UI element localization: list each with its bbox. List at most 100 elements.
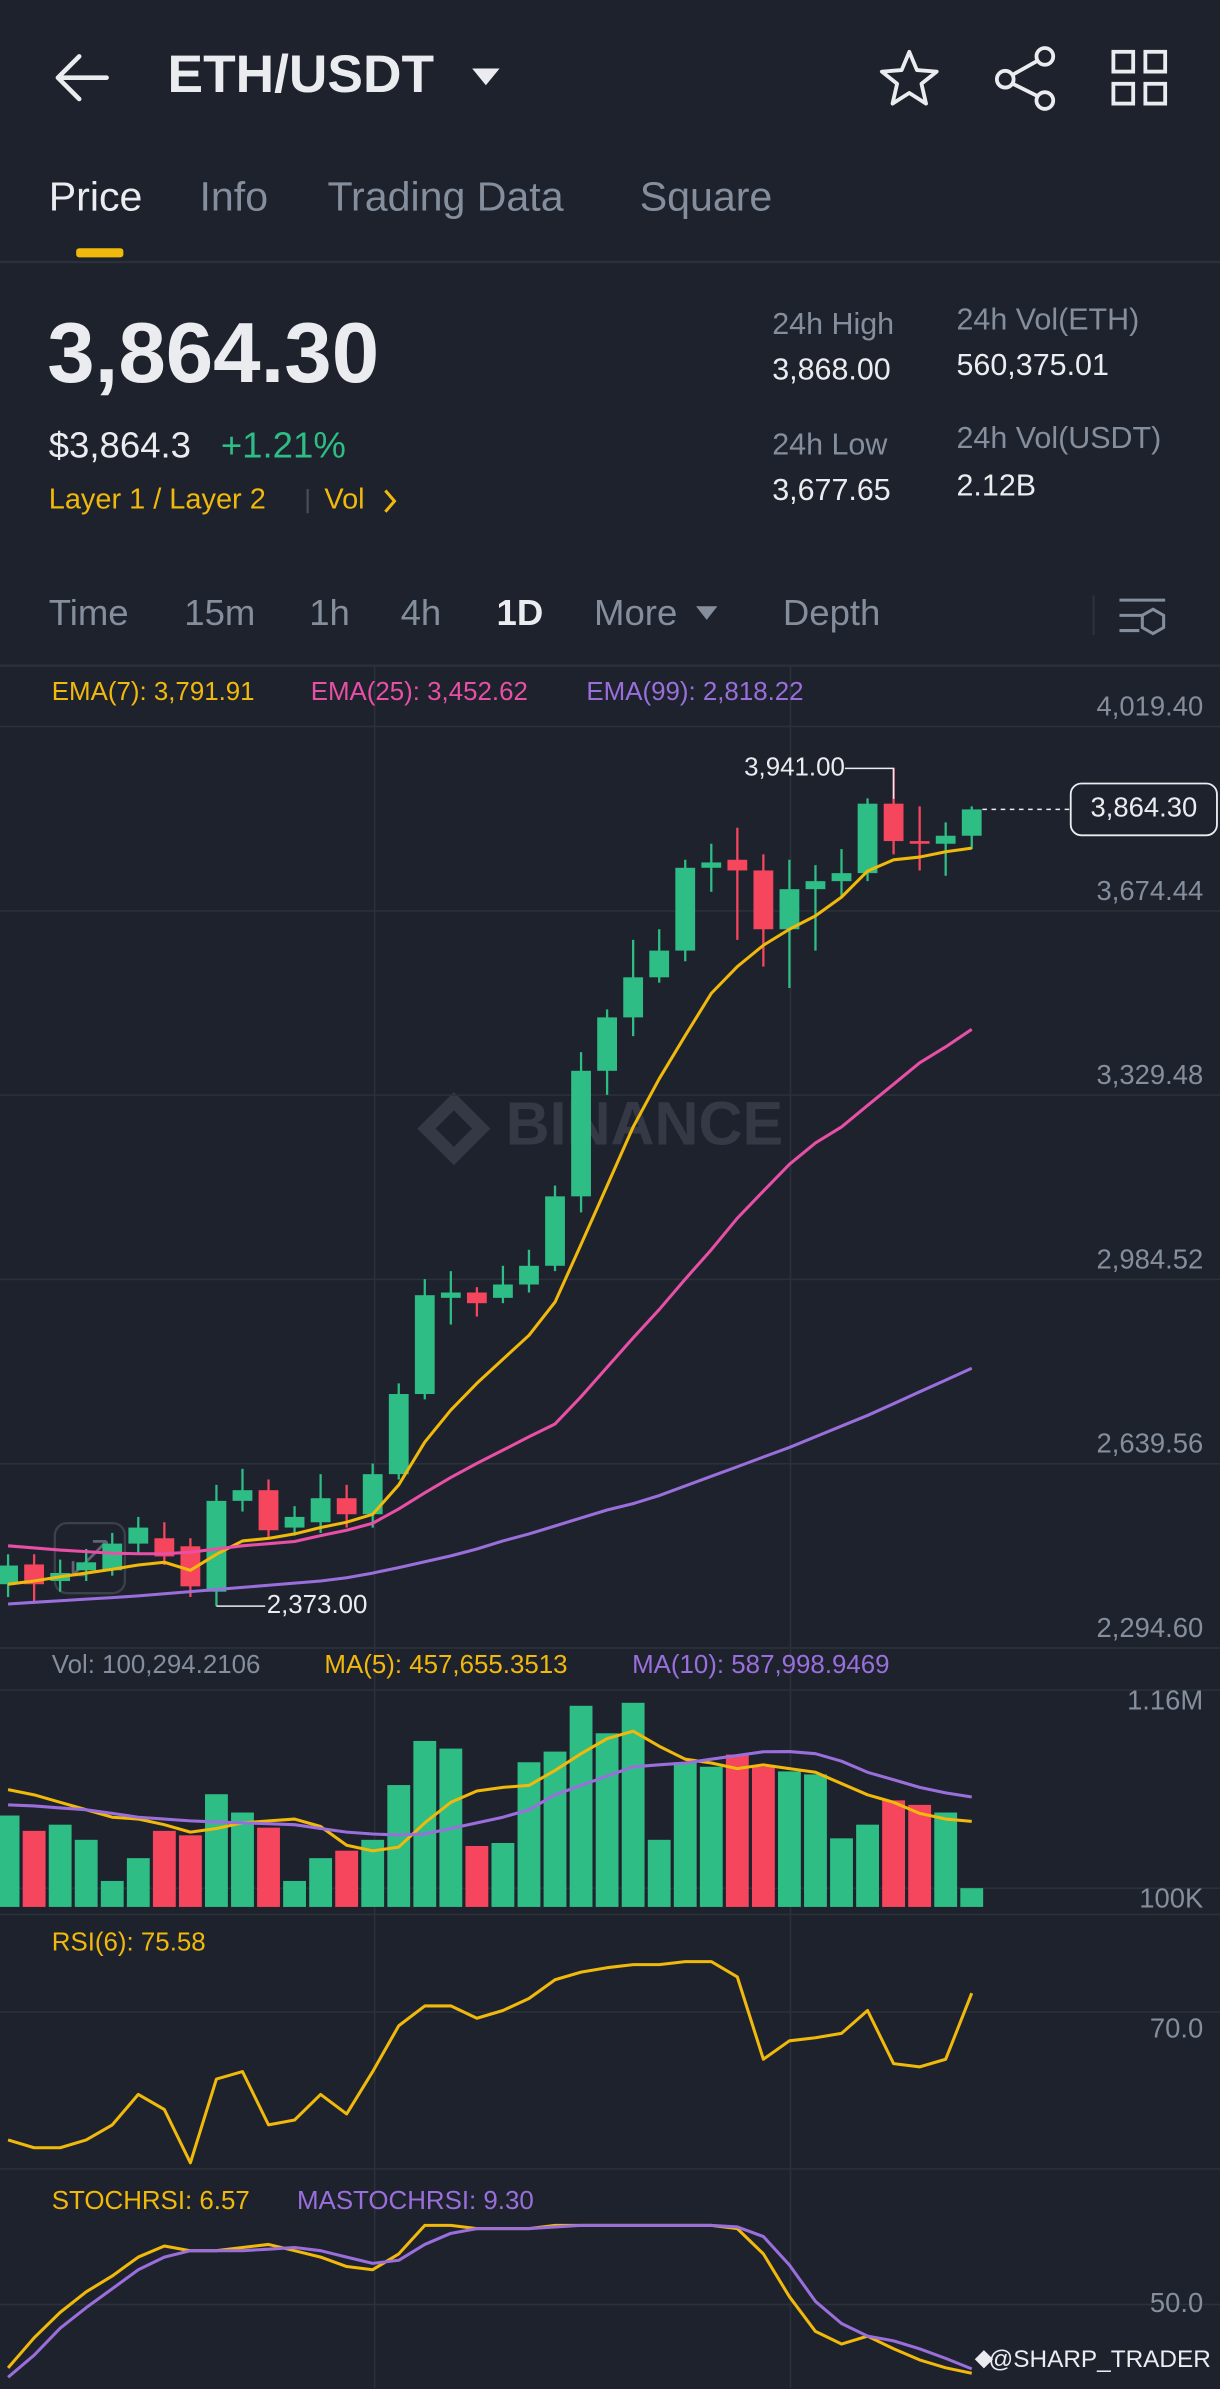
last-price: 3,864.30 — [47, 306, 379, 401]
candle-body — [154, 1538, 175, 1557]
legend-entry: EMA(99): 2,818.22 — [586, 678, 803, 706]
interval[interactable]: More — [594, 592, 677, 633]
stat-value: 560,375.01 — [957, 348, 1109, 382]
candle-body — [180, 1546, 201, 1587]
stat-value: 3,868.00 — [772, 353, 891, 387]
y-tick-label: 2,294.60 — [1097, 1612, 1204, 1643]
back-button[interactable] — [55, 54, 109, 102]
favorite-icon[interactable] — [879, 49, 939, 106]
more-caret[interactable] — [696, 606, 718, 620]
y-tick-label: 50.0 — [1150, 2287, 1203, 2318]
y-tick-label: 2,639.56 — [1097, 1428, 1204, 1459]
legend-entry: RSI(6): 75.58 — [52, 1928, 206, 1956]
usd-price: $3,864.3 — [49, 424, 191, 465]
stat-label: 24h Vol(USDT) — [957, 421, 1162, 455]
volume-bar — [647, 1839, 671, 1907]
candle-body — [909, 841, 930, 844]
volume-bar — [152, 1830, 176, 1907]
sector-tag[interactable]: Layer 1 / Layer 2 — [49, 484, 266, 516]
candle-body — [649, 950, 670, 978]
candle-body — [701, 862, 722, 868]
candle-body — [805, 881, 826, 890]
candle-body — [102, 1543, 123, 1571]
settings-hex — [1140, 607, 1166, 636]
max-leader — [844, 767, 895, 799]
indicator-line — [7, 1028, 973, 1556]
pair-title[interactable]: ETH/USDT — [168, 45, 435, 104]
indicator-line — [7, 1729, 972, 1853]
credit: @SHARP_TRADER — [974, 2346, 1211, 2373]
legend-entry: STOCHRSI: 6.57 — [52, 2187, 250, 2215]
menu-icon[interactable] — [1111, 49, 1168, 106]
candle-body — [336, 1498, 357, 1515]
tab[interactable]: Trading Data — [327, 173, 563, 219]
candle-body — [623, 977, 644, 1018]
interval[interactable]: Depth — [783, 592, 881, 633]
volume-bar — [777, 1771, 801, 1907]
candle-body — [597, 1017, 618, 1071]
volume-bar — [257, 1827, 280, 1907]
y-tick-label: 70.0 — [1150, 2013, 1203, 2044]
volume-bar — [22, 1830, 46, 1907]
legend-entry: EMA(7): 3,791.91 — [52, 678, 255, 706]
last-price-box — [1069, 782, 1218, 837]
menu-square — [1143, 81, 1168, 106]
stat-value: 2.12B — [957, 468, 1037, 502]
candle-body — [571, 1070, 591, 1197]
interval[interactable]: 4h — [401, 592, 442, 633]
volume-bar — [856, 1824, 879, 1907]
expand-button[interactable] — [53, 1521, 127, 1595]
volume-bar — [491, 1842, 515, 1907]
candle-body — [414, 1295, 435, 1395]
credit-logo — [974, 2350, 994, 2369]
interval[interactable]: Time — [49, 592, 129, 633]
menu-square — [1111, 49, 1136, 74]
volume-bar — [74, 1839, 98, 1907]
tab-active[interactable]: Price — [49, 173, 143, 219]
candle-body — [310, 1498, 331, 1523]
indicator-line — [7, 846, 972, 1586]
legend-entry: MA(5): 457,655.3513 — [324, 1651, 567, 1679]
candle-body — [440, 1292, 461, 1298]
volume-bar — [725, 1754, 749, 1907]
candle-body — [388, 1394, 409, 1475]
legend-entry: MASTOCHRSI: 9.30 — [297, 2187, 534, 2215]
volume-bar — [517, 1762, 541, 1907]
tab-indicator — [76, 248, 124, 258]
volume-bar — [621, 1702, 645, 1907]
interval[interactable]: 15m — [184, 592, 255, 633]
y-tick-label: 2,984.52 — [1097, 1243, 1204, 1274]
price-change: +1.21% — [221, 424, 346, 465]
candle-body — [675, 867, 696, 951]
tab[interactable]: Square — [640, 173, 773, 219]
vol-chevron[interactable] — [384, 489, 397, 513]
candle-body — [466, 1292, 487, 1304]
interval-active[interactable]: 1D — [497, 592, 544, 633]
chart-settings-icon[interactable] — [1119, 598, 1166, 636]
candle-body — [128, 1527, 149, 1544]
candle-body — [545, 1196, 565, 1266]
indicator-line — [7, 1960, 974, 2165]
volume-bar — [100, 1880, 124, 1907]
max-label: 3,941.00 — [744, 753, 845, 781]
stat-label: 24h Vol(ETH) — [957, 302, 1140, 336]
min-label: 2,373.00 — [267, 1591, 368, 1619]
y-tick-label: 3,329.48 — [1097, 1059, 1204, 1090]
volume-bar — [205, 1794, 228, 1907]
share-lines — [1011, 59, 1039, 98]
legend-entry: EMA(25): 3,452.62 — [311, 678, 528, 706]
tab[interactable]: Info — [200, 173, 269, 219]
volume-bar — [178, 1835, 202, 1907]
vol-link[interactable]: Vol — [324, 484, 364, 516]
menu-square — [1111, 81, 1136, 106]
share-icon[interactable] — [994, 46, 1056, 111]
volume-bar — [48, 1824, 72, 1907]
interval[interactable]: 1h — [309, 592, 350, 633]
candle-body — [727, 859, 748, 871]
pair-caret[interactable] — [472, 68, 500, 86]
volume-bar — [283, 1880, 306, 1907]
candle-body — [258, 1490, 279, 1531]
candle-body — [232, 1490, 253, 1501]
volume-bar — [751, 1766, 775, 1907]
